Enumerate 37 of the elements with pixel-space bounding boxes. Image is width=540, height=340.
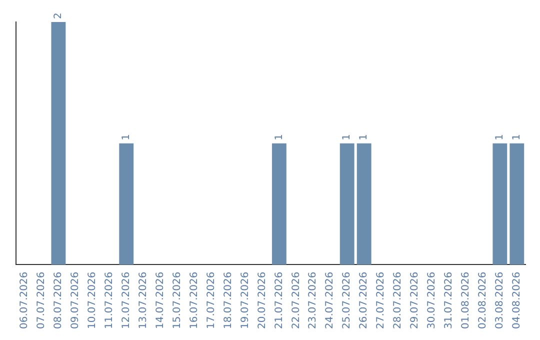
x-tick-label: 09.07.2026 [70, 272, 82, 330]
x-tick-label: 15.07.2026 [172, 272, 183, 330]
x-tick-label: 07.07.2026 [36, 272, 48, 330]
x-tick-label: 25.07.2026 [342, 272, 353, 330]
x-tick-label: 29.07.2026 [410, 272, 421, 330]
x-tick-label: 01.08.2026 [460, 272, 472, 330]
data-label: 1 [120, 134, 132, 140]
x-tick-label: 11.07.2026 [104, 272, 115, 330]
x-tick-label: 23.07.2026 [308, 272, 319, 330]
x-tick-label: 24.07.2026 [324, 272, 336, 330]
data-label: 1 [494, 134, 506, 140]
data-label: 1 [274, 134, 285, 140]
data-label: 1 [342, 134, 353, 140]
x-tick-label: 20.07.2026 [256, 272, 268, 330]
x-tick-label: 30.07.2026 [426, 272, 438, 330]
x-tick-label: 02.08.2026 [478, 272, 489, 330]
x-tick-label: 22.07.2026 [290, 272, 302, 330]
x-tick-label: 04.08.2026 [511, 272, 522, 330]
x-tick-label: 28.07.2026 [392, 272, 404, 330]
x-tick-label: 08.07.2026 [53, 272, 64, 330]
x-tick-label: 13.07.2026 [138, 272, 149, 330]
x-tick-label: 18.07.2026 [222, 272, 234, 330]
x-tick-label: 03.08.2026 [494, 272, 506, 330]
x-tick-label: 31.07.2026 [444, 272, 455, 330]
x-tick-label: 27.07.2026 [376, 272, 387, 330]
data-label: 2 [53, 12, 64, 19]
x-tick-label: 21.07.2026 [274, 272, 285, 330]
x-tick-label: 14.07.2026 [154, 272, 166, 330]
x-tick-label: 12.07.2026 [120, 272, 132, 330]
x-tick-label: 26.07.2026 [358, 272, 370, 330]
data-label: 1 [511, 134, 522, 140]
x-tick-label: 10.07.2026 [87, 272, 98, 330]
x-tick-label: 06.07.2026 [19, 272, 30, 330]
x-tick-label: 19.07.2026 [240, 272, 251, 330]
data-label: 1 [358, 134, 370, 140]
x-tick-label: 17.07.2026 [206, 272, 217, 330]
x-tick-label: 16.07.2026 [188, 272, 200, 330]
